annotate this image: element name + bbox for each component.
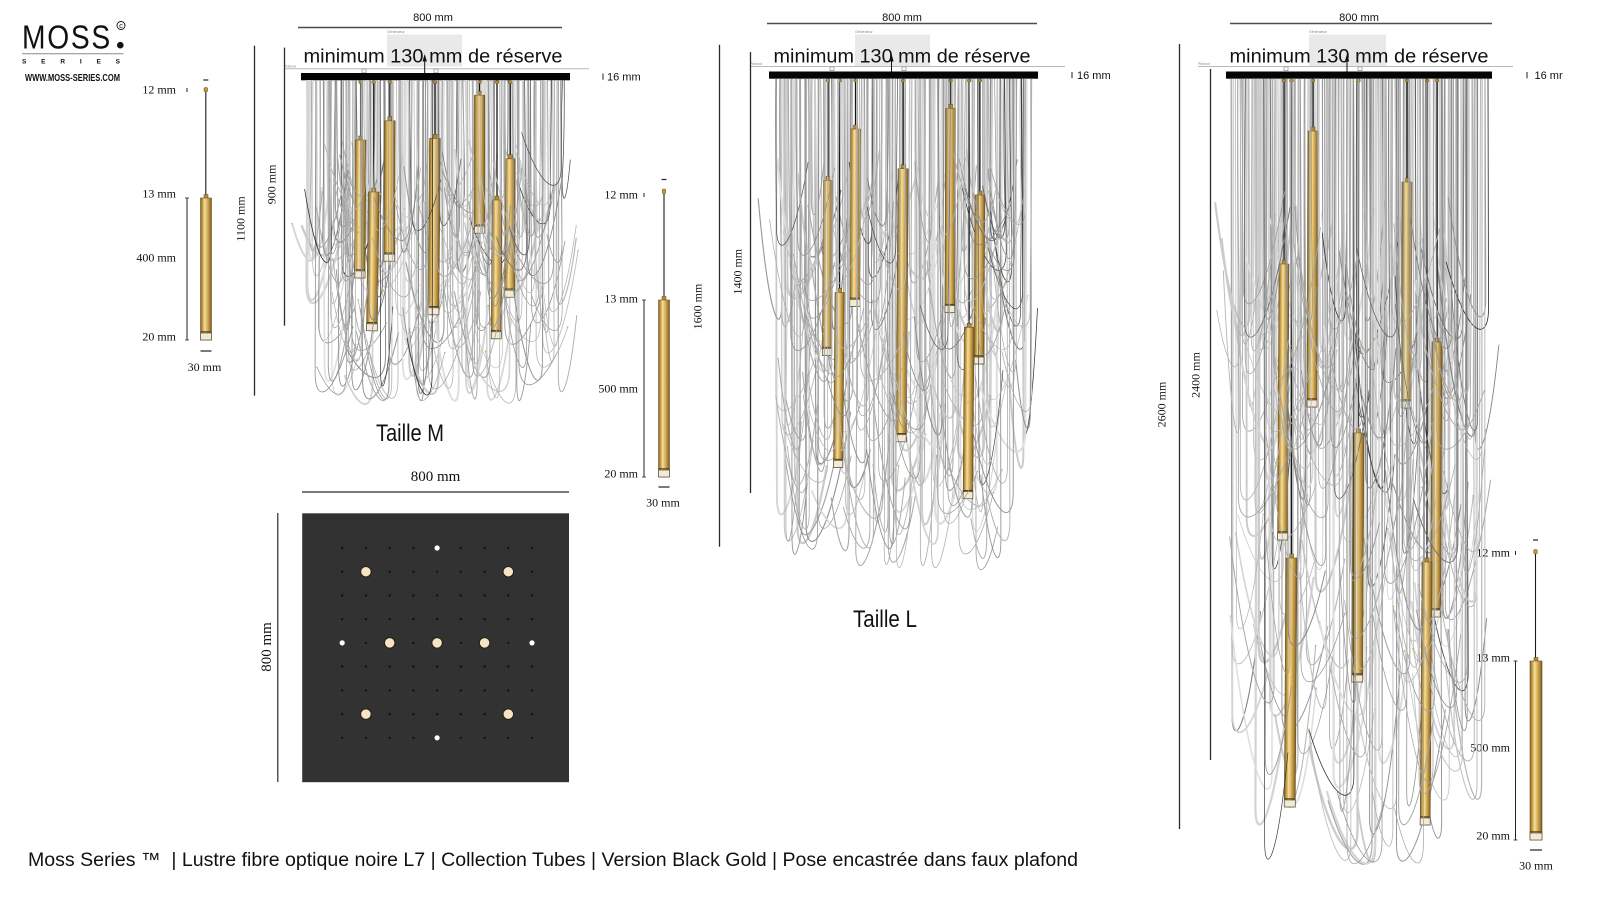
svg-text:800 mm: 800 mm <box>413 12 453 24</box>
svg-text:Plafond: Plafond <box>284 64 296 68</box>
svg-text:30 mm: 30 mm <box>1519 859 1553 873</box>
svg-text:16 mr: 16 mr <box>1535 70 1563 82</box>
svg-text:500 mm: 500 mm <box>598 382 638 396</box>
svg-text:800 mm: 800 mm <box>1339 12 1379 24</box>
svg-text:800 mm: 800 mm <box>411 469 461 485</box>
svg-text:12 mm: 12 mm <box>142 83 176 97</box>
svg-text:MOSS: MOSS <box>22 18 112 56</box>
svg-text:400 mm: 400 mm <box>136 251 176 265</box>
svg-text:800 mm: 800 mm <box>259 622 275 672</box>
svg-text:12 mm: 12 mm <box>604 188 638 202</box>
svg-text:1400 mm: 1400 mm <box>731 248 745 294</box>
svg-text:minimum 130 mm de réserve: minimum 130 mm de réserve <box>304 46 563 68</box>
svg-text:13 mm: 13 mm <box>604 292 638 306</box>
svg-text:1600 mm: 1600 mm <box>691 283 705 329</box>
svg-text:2600 mm: 2600 mm <box>1155 381 1169 427</box>
svg-text:minimum 130 mm de réserve: minimum 130 mm de réserve <box>774 46 1031 68</box>
svg-text:800 mm: 800 mm <box>882 12 922 24</box>
svg-text:Générateur: Générateur <box>1309 30 1328 34</box>
svg-text:500 mm: 500 mm <box>1470 741 1510 755</box>
svg-text:16 mm: 16 mm <box>607 72 641 84</box>
svg-text:30 mm: 30 mm <box>646 496 680 510</box>
svg-text:Générateur: Générateur <box>387 30 406 34</box>
svg-text:Taille L: Taille L <box>853 606 917 633</box>
svg-text:Moss Series ™ | Lustre fibre: Moss Series ™ | Lustre fibre optique noi… <box>28 850 1078 871</box>
svg-text:Taille M: Taille M <box>376 420 444 447</box>
svg-text:WWW.MOSS-SERIES.COM: WWW.MOSS-SERIES.COM <box>25 73 120 84</box>
svg-text:Plafond: Plafond <box>1198 62 1210 66</box>
svg-text:c: c <box>119 21 123 30</box>
svg-text:900 mm: 900 mm <box>264 164 278 204</box>
svg-text:13 mm: 13 mm <box>142 187 176 201</box>
svg-text:2400 mm: 2400 mm <box>1189 352 1203 398</box>
svg-text:30 mm: 30 mm <box>188 360 222 374</box>
svg-text:Générateur: Générateur <box>855 30 874 34</box>
svg-text:20 mm: 20 mm <box>604 467 638 481</box>
svg-text:Plafond: Plafond <box>750 62 762 66</box>
svg-text:20 mm: 20 mm <box>142 330 176 344</box>
svg-text:16 mm: 16 mm <box>1077 70 1111 82</box>
svg-text:1100 mm: 1100 mm <box>234 196 248 242</box>
svg-text:20 mm: 20 mm <box>1476 829 1510 843</box>
svg-text:minimum 130 mm de réserve: minimum 130 mm de réserve <box>1230 46 1489 68</box>
